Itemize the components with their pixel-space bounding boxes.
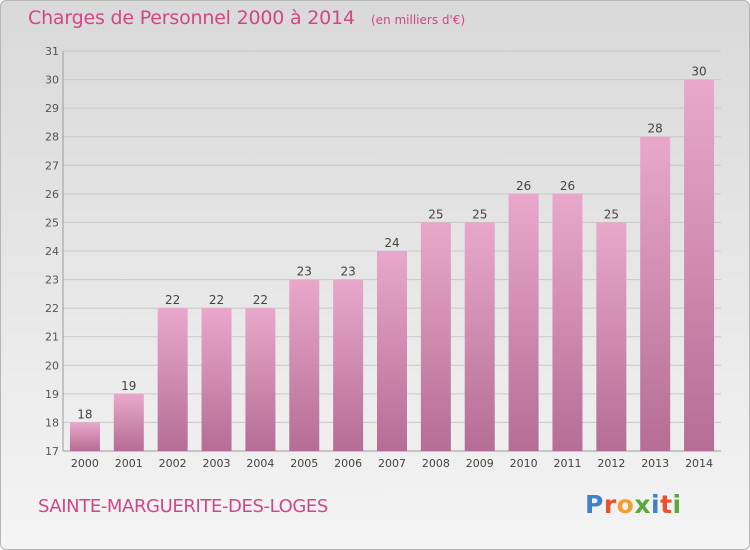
y-tick-label: 20 — [45, 359, 59, 372]
bar — [552, 193, 583, 451]
y-tick-label: 30 — [45, 74, 59, 87]
data-label: 24 — [384, 236, 399, 250]
y-tick-label: 31 — [45, 45, 59, 58]
data-label: 25 — [472, 207, 487, 221]
bar — [508, 193, 539, 451]
data-label: 30 — [691, 65, 706, 79]
bar — [157, 308, 188, 451]
x-tick-label: 2001 — [115, 457, 143, 470]
y-tick-label: 25 — [45, 216, 59, 229]
data-label: 26 — [560, 179, 575, 193]
x-tick-label: 2007 — [378, 457, 406, 470]
logo-letter: i — [672, 490, 682, 519]
proxiti-logo: Proxiti — [585, 490, 682, 519]
y-tick-label: 28 — [45, 131, 59, 144]
chart-subtitle: (en milliers d'€) — [371, 13, 466, 27]
y-tick-label: 27 — [45, 159, 59, 172]
bar — [596, 222, 627, 451]
data-label: 19 — [121, 379, 136, 393]
logo-letter: x — [634, 490, 651, 519]
y-tick-label: 21 — [45, 331, 59, 344]
logo-letter: o — [616, 490, 635, 519]
y-tick-label: 26 — [45, 188, 59, 201]
data-label: 23 — [340, 265, 355, 279]
bar — [684, 79, 715, 452]
data-label: 22 — [253, 293, 268, 307]
data-label: 22 — [165, 293, 180, 307]
chart-title: Charges de Personnel 2000 à 2014 — [28, 7, 355, 29]
bar — [420, 222, 451, 451]
x-tick-label: 2009 — [466, 457, 494, 470]
bar — [640, 136, 671, 451]
x-tick-label: 2014 — [685, 457, 713, 470]
x-tick-label: 2004 — [246, 457, 274, 470]
logo-letter: P — [585, 490, 604, 519]
bar — [289, 279, 320, 451]
bar — [377, 251, 407, 451]
bar — [113, 393, 144, 451]
bar — [464, 222, 495, 451]
x-tick-label: 2008 — [422, 457, 450, 470]
y-tick-label: 29 — [45, 102, 59, 115]
y-tick-label: 19 — [45, 388, 59, 401]
bar — [201, 308, 232, 451]
bar — [69, 422, 100, 451]
bar — [333, 279, 364, 451]
x-tick-label: 2006 — [334, 457, 362, 470]
y-tick-label: 24 — [45, 245, 59, 258]
y-tick-label: 17 — [45, 445, 59, 458]
data-label: 18 — [77, 407, 92, 421]
data-label: 25 — [604, 207, 619, 221]
x-tick-label: 2003 — [203, 457, 231, 470]
place-name: SAINTE-MARGUERITE-DES-LOGES — [38, 496, 328, 517]
data-label: 22 — [209, 293, 224, 307]
data-label: 23 — [297, 265, 312, 279]
logo-letter: t — [660, 490, 673, 519]
y-tick-label: 22 — [45, 302, 59, 315]
y-tick-label: 23 — [45, 274, 59, 287]
x-tick-label: 2002 — [159, 457, 187, 470]
x-tick-label: 2011 — [553, 457, 581, 470]
logo-letter: i — [651, 490, 661, 519]
x-tick-label: 2005 — [290, 457, 318, 470]
x-tick-label: 2010 — [510, 457, 538, 470]
x-tick-label: 2012 — [597, 457, 625, 470]
bar — [245, 308, 276, 451]
data-label: 26 — [516, 179, 531, 193]
x-tick-label: 2000 — [71, 457, 99, 470]
data-label: 28 — [648, 122, 663, 136]
logo-letter: r — [603, 490, 617, 519]
x-tick-label: 2013 — [641, 457, 669, 470]
data-label: 25 — [428, 207, 443, 221]
y-tick-label: 18 — [45, 416, 59, 429]
